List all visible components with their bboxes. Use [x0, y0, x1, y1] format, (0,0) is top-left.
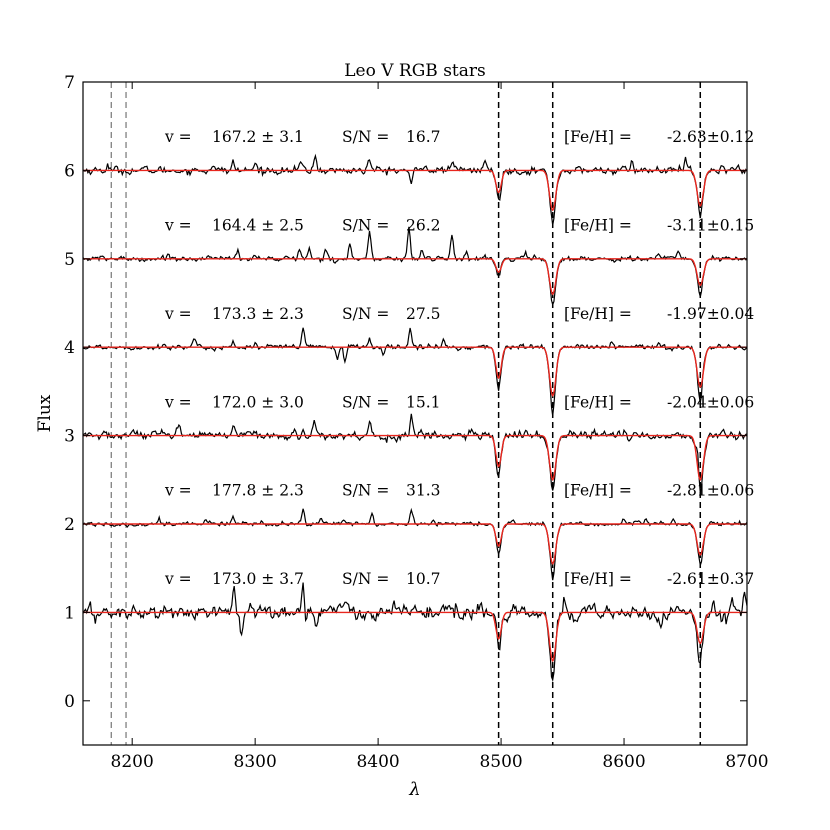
velocity-label: v =: [164, 305, 192, 323]
sn-value: 31.3: [406, 482, 441, 500]
y-tick-label: 6: [64, 161, 75, 181]
y-tick-label: 3: [64, 427, 75, 447]
x-tick-label: 8300: [234, 752, 277, 772]
feh-value: -1.97±0.04: [667, 305, 754, 323]
feh-value: -2.63±0.12: [667, 128, 754, 146]
velocity-value: 167.2 ± 3.1: [212, 128, 304, 146]
velocity-label: v =: [164, 128, 192, 146]
velocity-value: 173.3 ± 2.3: [212, 305, 304, 323]
feh-label: [Fe/H] =: [564, 305, 632, 323]
sn-label: S/N =: [342, 570, 389, 588]
velocity-label: v =: [164, 482, 192, 500]
feh-value: -2.81±0.06: [667, 482, 754, 500]
velocity-value: 173.0 ± 3.7: [212, 570, 304, 588]
model-fit-line: [83, 523, 747, 565]
sn-label: S/N =: [342, 482, 389, 500]
x-tick-label: 8700: [725, 752, 768, 772]
spectrum-line: [83, 582, 747, 683]
velocity-label: v =: [164, 570, 192, 588]
y-axis-ticks: 0 1 2 3 4 5 6 7: [64, 73, 747, 712]
x-tick-label: 8400: [356, 752, 399, 772]
velocity-label: v =: [164, 217, 192, 235]
velocity-value: 177.8 ± 2.3: [212, 482, 304, 500]
x-axis-ticks: 8200 8300 8400 8500 8600 8700: [111, 82, 769, 772]
sn-value: 26.2: [406, 217, 441, 235]
sn-value: 10.7: [406, 570, 441, 588]
x-axis-label: λ: [408, 779, 420, 800]
axes: [82, 81, 748, 746]
reference-lines: [110, 82, 702, 745]
sn-label: S/N =: [342, 217, 389, 235]
y-tick-label: 0: [64, 692, 75, 712]
model-fit-line: [83, 258, 747, 296]
sn-value: 15.1: [406, 393, 441, 411]
sn-label: S/N =: [342, 128, 389, 146]
velocity-value: 172.0 ± 3.0: [212, 393, 304, 411]
model-fit-line: [83, 611, 747, 663]
x-tick-label: 8500: [479, 752, 522, 772]
velocity-label: v =: [164, 393, 192, 411]
spectrum-line: [83, 226, 747, 307]
plot-frame: [82, 81, 748, 746]
y-tick-label: 5: [64, 250, 75, 270]
feh-label: [Fe/H] =: [564, 128, 632, 146]
feh-value: -2.61±0.37: [667, 570, 754, 588]
x-tick-label: 8600: [602, 752, 645, 772]
chart-title: Leo V RGB stars: [344, 61, 486, 81]
feh-label: [Fe/H] =: [564, 393, 632, 411]
feh-value: -2.04±0.06: [667, 393, 754, 411]
spectrum-line: [83, 327, 747, 416]
model-fit-series: [83, 169, 747, 663]
spectrum-line: [83, 413, 747, 494]
sn-value: 27.5: [406, 305, 441, 323]
sn-value: 16.7: [406, 128, 441, 146]
feh-label: [Fe/H] =: [564, 482, 632, 500]
star-labels: v = 167.2 ± 3.1 S/N = 16.7 [Fe/H] = -2.63±0.1…: [164, 128, 754, 588]
y-tick-label: 7: [64, 73, 75, 93]
sn-label: S/N =: [342, 305, 389, 323]
feh-label: [Fe/H] =: [564, 570, 632, 588]
y-tick-label: 4: [64, 338, 75, 358]
velocity-value: 164.4 ± 2.5: [212, 217, 304, 235]
feh-value: -3.11±0.15: [667, 217, 754, 235]
model-fit-line: [83, 169, 747, 212]
feh-label: [Fe/H] =: [564, 217, 632, 235]
sn-label: S/N =: [342, 393, 389, 411]
y-tick-label: 2: [64, 515, 75, 535]
spectrum-line: [83, 153, 747, 226]
y-tick-label: 1: [64, 603, 75, 623]
model-fit-line: [83, 346, 747, 398]
model-fit-line: [83, 434, 747, 481]
y-axis-label: Flux: [35, 394, 55, 432]
x-tick-label: 8200: [111, 752, 154, 772]
